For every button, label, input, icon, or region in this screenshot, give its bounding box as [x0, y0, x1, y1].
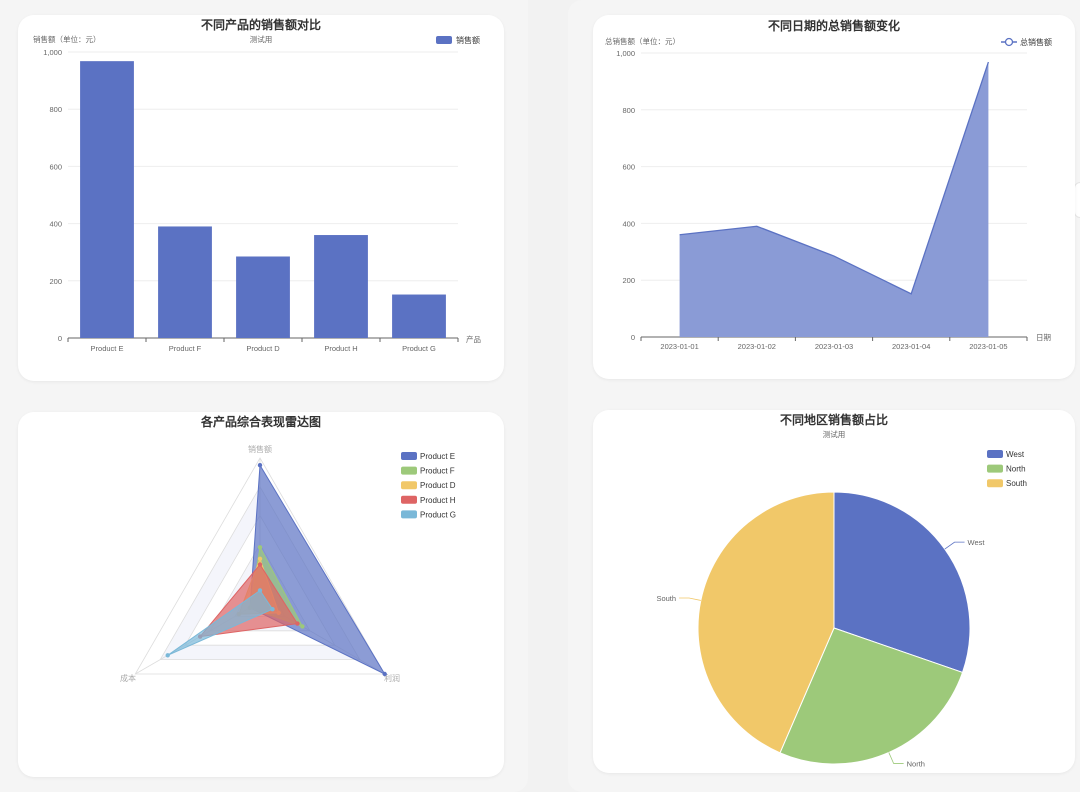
pie-legend-swatch[interactable]: [987, 450, 1003, 458]
radar-point[interactable]: [295, 621, 300, 626]
bar-y-tick: 400: [49, 220, 62, 229]
bar[interactable]: [80, 61, 134, 338]
bar-y-tick: 600: [49, 162, 62, 171]
area-y-tick: 200: [622, 276, 635, 285]
bar-y-tick: 1,000: [43, 48, 62, 57]
bar[interactable]: [236, 256, 290, 338]
radar-point[interactable]: [270, 607, 275, 612]
pie-chart-card: 不同地区销售额占比 测试用 West North South West North So…: [593, 410, 1075, 773]
area-fill[interactable]: [679, 62, 989, 337]
bar-x-tick: Product H: [324, 344, 357, 353]
pie-label: West: [968, 538, 986, 547]
bar-x-tick: Product G: [402, 344, 436, 353]
bar-chart-ylabel: 销售额（单位：元）: [33, 34, 101, 44]
pie-legend-label[interactable]: North: [1006, 465, 1026, 474]
area-x-tick: 2023-01-01: [660, 342, 698, 351]
radar-indicator-label: 销售额: [248, 444, 272, 454]
radar-chart-card: 各产品综合表现雷达图 销售额利润 成本 Product E Product F Pro…: [18, 412, 504, 777]
pie-legend-swatch[interactable]: [987, 479, 1003, 488]
bar-chart-title: 不同产品的销售额对比: [201, 17, 321, 32]
area-chart-card: 不同日期的总销售额变化 总销售额（单位：元） 日期 总销售额 0 200 400 60…: [593, 15, 1075, 379]
pie-legend-label[interactable]: West: [1006, 450, 1025, 459]
pie-label: South: [656, 594, 676, 603]
bar-x-tick: Product F: [169, 344, 202, 353]
radar-point[interactable]: [257, 556, 263, 561]
radar-legend-label[interactable]: Product H: [420, 496, 456, 505]
area-chart: 不同日期的总销售额变化 总销售额（单位：元） 日期 总销售额 0 200 400 60…: [605, 18, 1052, 351]
radar-point[interactable]: [382, 671, 387, 677]
pie-slice[interactable]: [833, 491, 971, 674]
radar-point[interactable]: [165, 653, 170, 658]
radar-indicator-label: 成本: [120, 673, 136, 683]
bar-y-tick: 800: [49, 105, 62, 114]
area-y-tick: 0: [631, 333, 635, 342]
pie-legend-swatch[interactable]: [987, 464, 1003, 473]
bar-chart-subtitle: 测试用: [250, 34, 273, 44]
radar-point[interactable]: [257, 545, 263, 550]
pie-chart-title: 不同地区销售额占比: [780, 412, 888, 427]
radar-point[interactable]: [257, 463, 263, 468]
bar[interactable]: [314, 235, 368, 338]
area-chart-ylabel: 总销售额（单位：元）: [605, 36, 680, 46]
bar-chart-card: 不同产品的销售额对比 测试用 销售额（单位：元） 产品 销售额 0 200 400 6…: [18, 15, 504, 381]
radar-legend-swatch[interactable]: [401, 495, 417, 504]
bar-legend-label[interactable]: 销售额: [456, 35, 480, 45]
bar-chart-xlabel: 产品: [466, 334, 481, 344]
area-x-tick: 2023-01-05: [969, 342, 1007, 351]
bar-chart: 不同产品的销售额对比 测试用 销售额（单位：元） 产品 销售额 0 200 400 6…: [33, 17, 481, 353]
area-y-tick: 400: [622, 219, 635, 228]
bar-y-tick: 0: [58, 334, 62, 343]
area-x-tick: 2023-01-02: [738, 342, 776, 351]
radar-legend-swatch[interactable]: [401, 510, 417, 519]
radar-chart-title: 各产品综合表现雷达图: [200, 414, 321, 429]
area-x-tick: 2023-01-04: [892, 342, 930, 351]
area-y-tick: 1,000: [616, 49, 635, 58]
bar-y-tick: 200: [49, 277, 62, 286]
area-line[interactable]: [679, 61, 990, 295]
pie-label-line: [888, 752, 904, 764]
area-x-tick: 2023-01-03: [815, 342, 853, 351]
area-chart-title: 不同日期的总销售额变化: [768, 18, 900, 33]
radar-legend-swatch[interactable]: [401, 466, 417, 475]
area-y-tick: 600: [622, 163, 635, 172]
bar[interactable]: [158, 226, 212, 338]
pie-label-line: [679, 597, 701, 601]
area-legend-label[interactable]: 总销售额: [1020, 37, 1052, 47]
radar-series-area[interactable]: [167, 589, 274, 656]
pie-chart-subtitle: 测试用: [823, 429, 846, 439]
bar-x-tick: Product D: [246, 344, 280, 353]
bar[interactable]: [392, 294, 446, 338]
radar-legend-label[interactable]: Product D: [420, 481, 456, 490]
pie-slice[interactable]: [697, 491, 835, 754]
radar-indicator-label: 利润: [384, 673, 400, 683]
pie-label-line: [944, 541, 965, 550]
radar-point[interactable]: [300, 624, 305, 629]
bar-legend-swatch[interactable]: [436, 36, 452, 44]
area-legend-marker[interactable]: [1004, 37, 1014, 47]
radar-legend-label[interactable]: Product F: [420, 467, 455, 476]
radar-point[interactable]: [257, 562, 263, 567]
radar-legend-swatch[interactable]: [401, 452, 417, 460]
radar-point[interactable]: [257, 588, 263, 593]
radar-legend-label[interactable]: Product G: [420, 510, 456, 519]
bar-x-tick: Product E: [91, 344, 124, 353]
radar-legend-label[interactable]: Product E: [420, 452, 455, 461]
pie-chart: 不同地区销售额占比 测试用 West North South West North So…: [656, 412, 1027, 768]
area-y-tick: 800: [622, 106, 635, 115]
pie-legend-label[interactable]: South: [1006, 479, 1027, 488]
radar-legend-swatch[interactable]: [401, 481, 417, 490]
pie-label: North: [907, 759, 925, 768]
area-chart-xlabel: 日期: [1036, 333, 1051, 342]
